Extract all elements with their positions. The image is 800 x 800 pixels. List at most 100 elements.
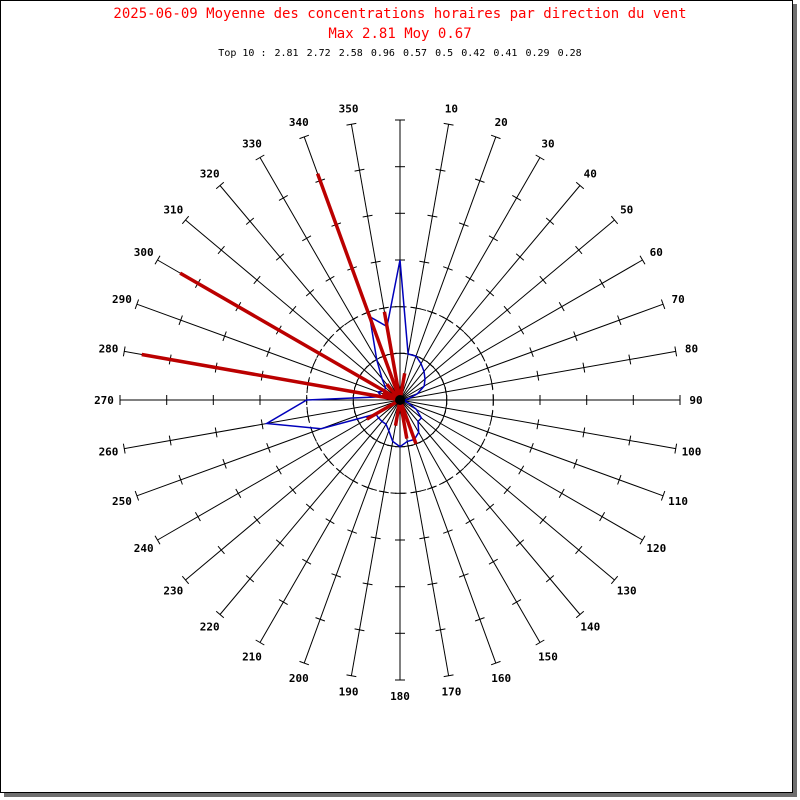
- spoke-tick: [315, 617, 326, 622]
- top10-value: 0.96: [370, 48, 395, 59]
- spoke-tick: [575, 545, 583, 555]
- spoke-tick: [443, 674, 454, 678]
- top10-value: 0.29: [525, 48, 550, 59]
- angle-label: 210: [242, 650, 262, 663]
- spoke-tick: [305, 289, 315, 297]
- spoke-tick: [539, 515, 547, 525]
- angle-label: 160: [491, 672, 511, 685]
- spoke-tick: [275, 539, 285, 547]
- spoke-tick: [346, 122, 357, 126]
- spoke-tick: [503, 305, 511, 315]
- top10-value: 0.57: [403, 48, 428, 59]
- spoke-tick: [443, 529, 453, 534]
- spoke-tick: [253, 515, 261, 525]
- spoke-tick: [299, 660, 310, 666]
- angle-label: 40: [584, 167, 597, 180]
- spoke-tick: [302, 235, 312, 242]
- spoke-tick: [485, 289, 495, 297]
- spoke-tick: [154, 255, 161, 265]
- direction-bar: [179, 271, 401, 402]
- spoke-tick: [354, 168, 365, 172]
- spoke-tick: [217, 545, 225, 555]
- spoke-tick: [443, 122, 454, 126]
- angle-label: 260: [99, 445, 119, 458]
- angle-label: 350: [339, 103, 359, 116]
- angle-label: 150: [538, 650, 558, 663]
- spoke-tick: [536, 419, 540, 430]
- spoke-tick: [347, 529, 357, 534]
- spoke-tick: [545, 575, 555, 583]
- spoke-tick: [275, 465, 282, 475]
- spoke-tick: [610, 575, 619, 585]
- spoke-tick: [435, 628, 446, 632]
- spoke-tick: [529, 443, 534, 453]
- spoke-tick: [178, 474, 183, 485]
- angle-label: 340: [289, 116, 309, 129]
- spoke-tick: [325, 275, 335, 282]
- spoke-tick: [639, 535, 646, 545]
- spoke-tick: [465, 518, 475, 525]
- angle-label: 310: [163, 204, 183, 217]
- spoke-tick: [575, 181, 585, 190]
- spoke-tick: [215, 610, 225, 619]
- spoke-tick: [458, 573, 469, 578]
- angle-label: 200: [289, 672, 309, 685]
- spoke-tick: [545, 217, 555, 225]
- angle-label: 220: [200, 621, 220, 634]
- spoke-tick: [134, 299, 140, 310]
- angle-label: 100: [682, 445, 702, 458]
- spoke-tick: [536, 370, 540, 381]
- spoke-tick: [266, 347, 271, 357]
- spoke-tick: [154, 535, 161, 545]
- direction-bar: [398, 399, 409, 439]
- spoke-tick: [370, 536, 381, 540]
- spoke-tick: [599, 512, 606, 522]
- spoke-tick: [266, 443, 271, 453]
- spoke-tick: [465, 275, 475, 282]
- spoke-tick: [660, 490, 666, 501]
- spoke-tick: [474, 617, 485, 622]
- spoke-tick: [573, 331, 578, 342]
- spoke-tick: [474, 178, 485, 183]
- spoke-tick: [289, 305, 297, 315]
- angle-label: 50: [620, 204, 633, 217]
- spoke-tick: [260, 419, 264, 430]
- spoke-tick: [194, 512, 201, 522]
- spoke-tick: [181, 575, 190, 585]
- spoke-tick: [362, 214, 373, 218]
- angle-label: 120: [646, 542, 666, 555]
- top10-value: 0.5: [435, 48, 454, 59]
- spoke-tick: [419, 536, 430, 540]
- spoke-tick: [628, 435, 632, 446]
- spoke-tick: [582, 427, 586, 438]
- spoke-tick: [222, 458, 227, 469]
- spoke-tick: [582, 362, 586, 373]
- spoke-tick: [235, 488, 242, 498]
- angle-label: 90: [689, 394, 702, 407]
- spoke-tick: [215, 181, 225, 190]
- angle-label: 70: [671, 293, 684, 306]
- spoke-tick: [539, 275, 547, 285]
- spoke-tick: [168, 435, 172, 446]
- angle-label: 300: [134, 246, 154, 259]
- top10-value: 0.41: [493, 48, 518, 59]
- angle-label: 180: [390, 690, 410, 703]
- top10-value: 2.72: [306, 48, 331, 59]
- spoke-tick: [253, 275, 261, 285]
- angle-label: 250: [112, 495, 132, 508]
- spoke-tick: [515, 253, 525, 261]
- spoke-tick: [535, 639, 545, 646]
- spoke-tick: [610, 215, 619, 225]
- angle-label: 330: [242, 138, 262, 151]
- direction-bar: [366, 398, 401, 421]
- angle-label: 320: [200, 167, 220, 180]
- spoke-tick: [558, 302, 565, 312]
- spoke-tick: [443, 266, 453, 271]
- spoke-tick: [299, 134, 310, 140]
- spoke-tick: [419, 260, 430, 264]
- angle-label: 240: [134, 542, 154, 555]
- angle-label: 140: [580, 621, 600, 634]
- angle-label: 230: [163, 584, 183, 597]
- spoke-tick: [599, 278, 606, 288]
- spoke-tick: [302, 558, 312, 565]
